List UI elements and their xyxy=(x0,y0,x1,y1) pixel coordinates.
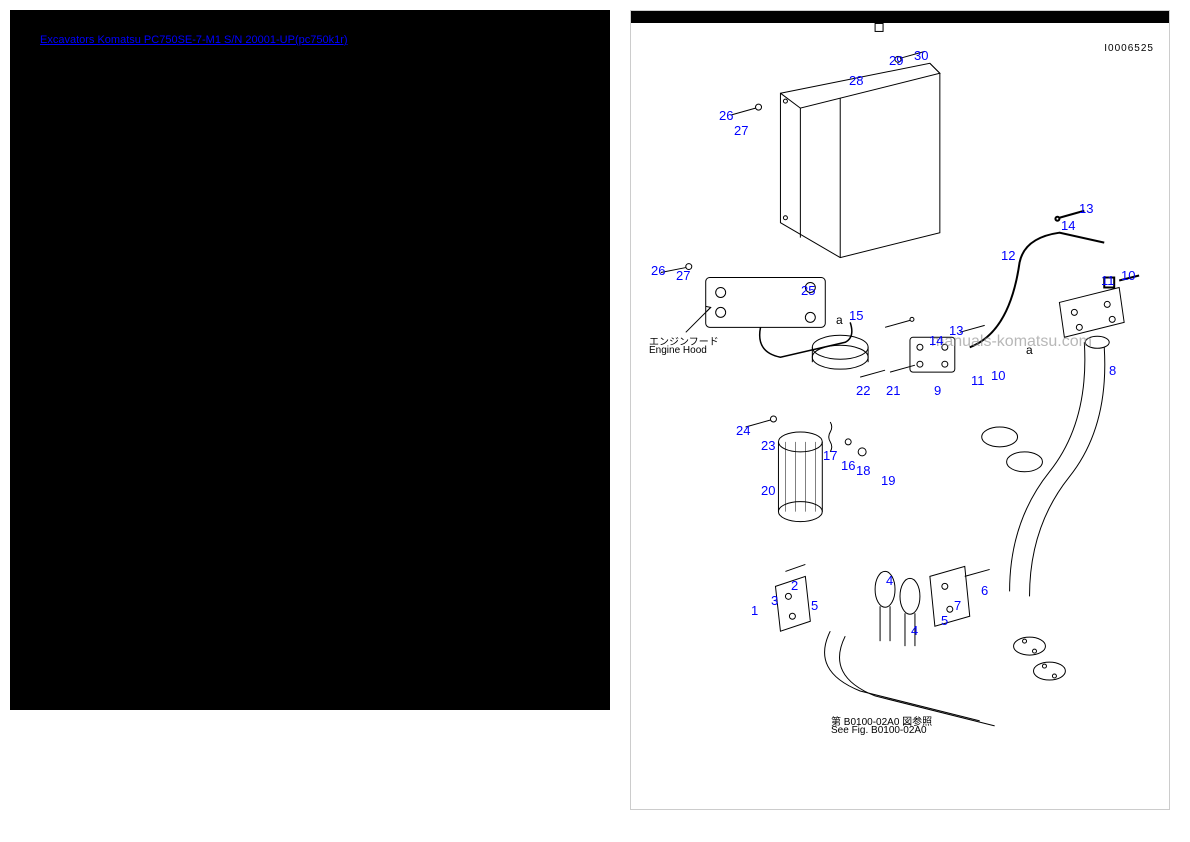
part-label-12: 12 xyxy=(1001,248,1015,263)
part-label-18: 18 xyxy=(856,463,870,478)
part-label-8: 8 xyxy=(1109,363,1116,378)
part-label-28: 28 xyxy=(849,73,863,88)
part-label-15: 15 xyxy=(849,308,863,323)
part-label-6: 6 xyxy=(981,583,988,598)
part-label-20: 20 xyxy=(761,483,775,498)
see-fig-en: See Fig. B0100-02A0 xyxy=(831,725,927,736)
info-panel: Excavators Komatsu PC750SE-7-M1 S/N 2000… xyxy=(10,10,610,710)
part-label-4: 4 xyxy=(886,573,893,588)
part-label-29: 29 xyxy=(889,53,903,68)
part-label-21: 21 xyxy=(886,383,900,398)
part-label-22: 22 xyxy=(856,383,870,398)
part-label-26: 26 xyxy=(651,263,665,278)
part-label-9: 9 xyxy=(934,383,941,398)
part-label-19: 19 xyxy=(881,473,895,488)
engine-hood-en: Engine Hood xyxy=(649,345,707,356)
part-label-14: 14 xyxy=(929,333,943,348)
part-label-13: 13 xyxy=(949,323,963,338)
part-label-4: 4 xyxy=(911,623,918,638)
parts-diagram-svg xyxy=(631,23,1169,809)
part-label-3: 3 xyxy=(771,593,778,608)
part-label-23: 23 xyxy=(761,438,775,453)
part-label-2: 2 xyxy=(791,578,798,593)
part-label-5: 5 xyxy=(811,598,818,613)
part-label-7: 7 xyxy=(954,598,961,613)
part-label-17: 17 xyxy=(823,448,837,463)
breadcrumb-link[interactable]: Excavators Komatsu PC750SE-7-M1 S/N 2000… xyxy=(40,34,348,46)
diagram-header-bar xyxy=(631,11,1169,23)
part-label-11: 11 xyxy=(971,373,985,388)
part-label-24: 24 xyxy=(736,423,750,438)
part-label-5: 5 xyxy=(941,613,948,628)
part-label-11: 11 xyxy=(1101,273,1115,288)
part-label-26: 26 xyxy=(719,108,733,123)
part-label-27: 27 xyxy=(676,268,690,283)
part-label-25: 25 xyxy=(801,283,815,298)
diagram-id: I0006525 xyxy=(1104,43,1154,54)
part-label-10: 10 xyxy=(1121,268,1135,283)
part-label-13: 13 xyxy=(1079,201,1093,216)
part-label-27: 27 xyxy=(734,123,748,138)
part-label-10: 10 xyxy=(991,368,1005,383)
part-label-30: 30 xyxy=(914,48,928,63)
diagram-area: I0006525 エンジンフード Engine Hood a a 第 B0100… xyxy=(631,23,1169,809)
part-label-1: 1 xyxy=(751,603,758,618)
part-label-14: 14 xyxy=(1061,218,1075,233)
diagram-panel: I0006525 エンジンフード Engine Hood a a 第 B0100… xyxy=(630,10,1170,810)
annotation-a-1: a xyxy=(836,313,843,327)
part-label-16: 16 xyxy=(841,458,855,473)
